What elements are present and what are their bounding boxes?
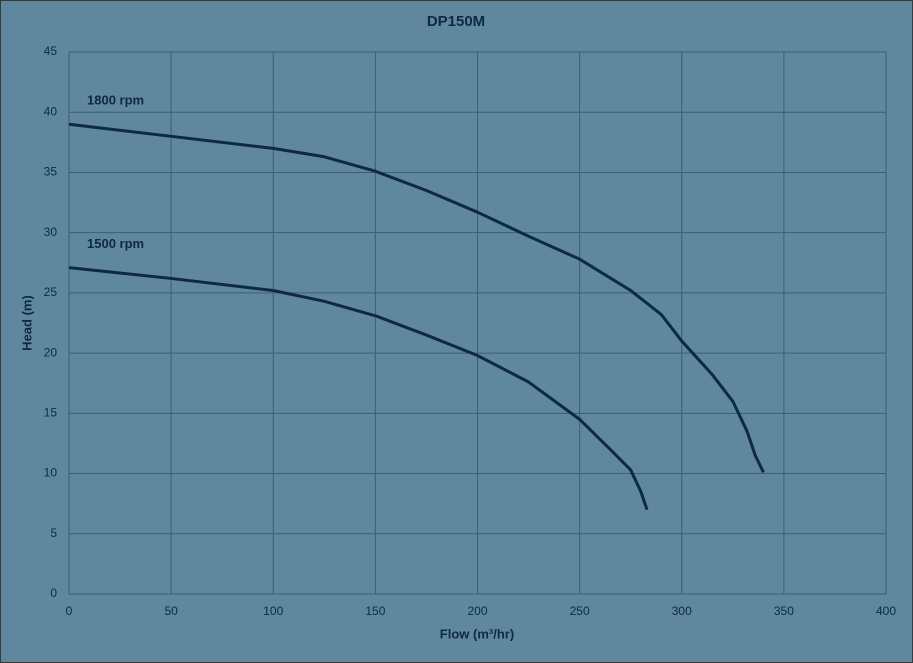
plot-border bbox=[68, 51, 887, 595]
y-tick-label: 30 bbox=[44, 225, 58, 239]
x-tick-label: 300 bbox=[672, 604, 692, 618]
x-axis-label: Flow (m³/hr) bbox=[440, 626, 514, 641]
y-tick-label: 40 bbox=[44, 104, 58, 118]
series-line bbox=[68, 122, 765, 474]
y-tick-label: 0 bbox=[50, 586, 57, 600]
y-axis-label: Head (m) bbox=[19, 295, 34, 351]
series-line bbox=[68, 266, 649, 511]
x-tick-label: 200 bbox=[467, 604, 487, 618]
x-tick-label: 400 bbox=[876, 604, 896, 618]
x-tick-label: 100 bbox=[263, 604, 283, 618]
chart-title: DP150M bbox=[427, 13, 485, 30]
y-tick-label: 10 bbox=[44, 466, 58, 480]
y-tick-label: 5 bbox=[50, 526, 57, 540]
x-tick-label: 250 bbox=[570, 604, 590, 618]
series-label: 1500 rpm bbox=[87, 236, 144, 251]
y-tick-label: 25 bbox=[44, 285, 58, 299]
x-tick-label: 150 bbox=[365, 604, 385, 618]
y-tick-label: 20 bbox=[44, 345, 58, 359]
y-tick-label: 15 bbox=[44, 406, 58, 420]
x-tick-label: 350 bbox=[774, 604, 794, 618]
y-tick-label: 35 bbox=[44, 165, 58, 179]
series-label: 1800 rpm bbox=[87, 93, 144, 108]
y-tick-label: 45 bbox=[44, 44, 58, 58]
x-tick-label: 50 bbox=[164, 604, 178, 618]
x-tick-label: 0 bbox=[66, 604, 73, 618]
